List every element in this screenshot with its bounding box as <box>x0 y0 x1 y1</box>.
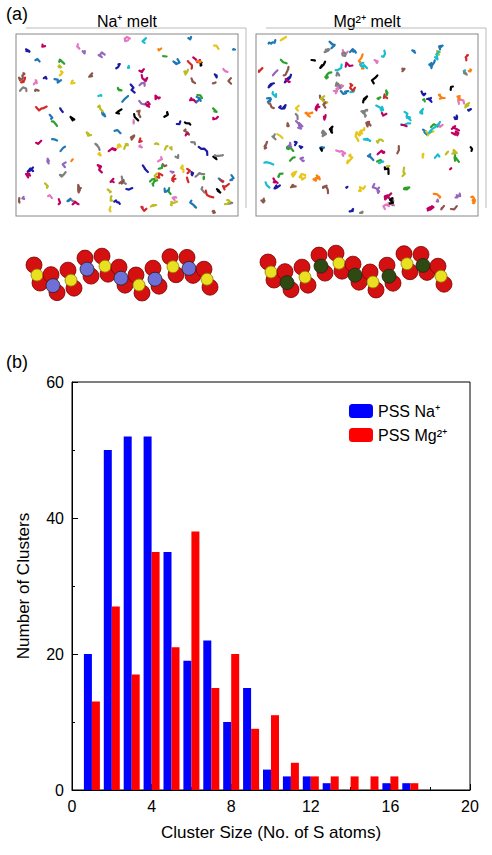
html-text:(b): (b) <box>6 352 28 372</box>
svg-text:PSS Mg²⁺: PSS Mg²⁺ <box>378 427 447 444</box>
svg-text:60: 60 <box>46 374 64 391</box>
svg-text:40: 40 <box>46 510 64 527</box>
svg-text:20: 20 <box>461 798 479 815</box>
svg-text:12: 12 <box>302 798 320 815</box>
svg-text:0: 0 <box>55 782 64 799</box>
svg-text:Mg²⁺ melt: Mg²⁺ melt <box>333 13 401 30</box>
svg-text:0: 0 <box>68 798 77 815</box>
svg-text:Number of Clusters: Number of Clusters <box>14 513 33 659</box>
svg-text:4: 4 <box>147 798 156 815</box>
svg-text:(a): (a) <box>6 4 28 24</box>
svg-text:16: 16 <box>382 798 400 815</box>
svg-text:8: 8 <box>227 798 236 815</box>
svg-text:Cluster Size (No. of S atoms): Cluster Size (No. of S atoms) <box>161 823 381 842</box>
svg-text:PSS Na⁺: PSS Na⁺ <box>378 403 440 420</box>
svg-text:Na⁺ melt: Na⁺ melt <box>97 13 158 30</box>
svg-text:20: 20 <box>46 646 64 663</box>
